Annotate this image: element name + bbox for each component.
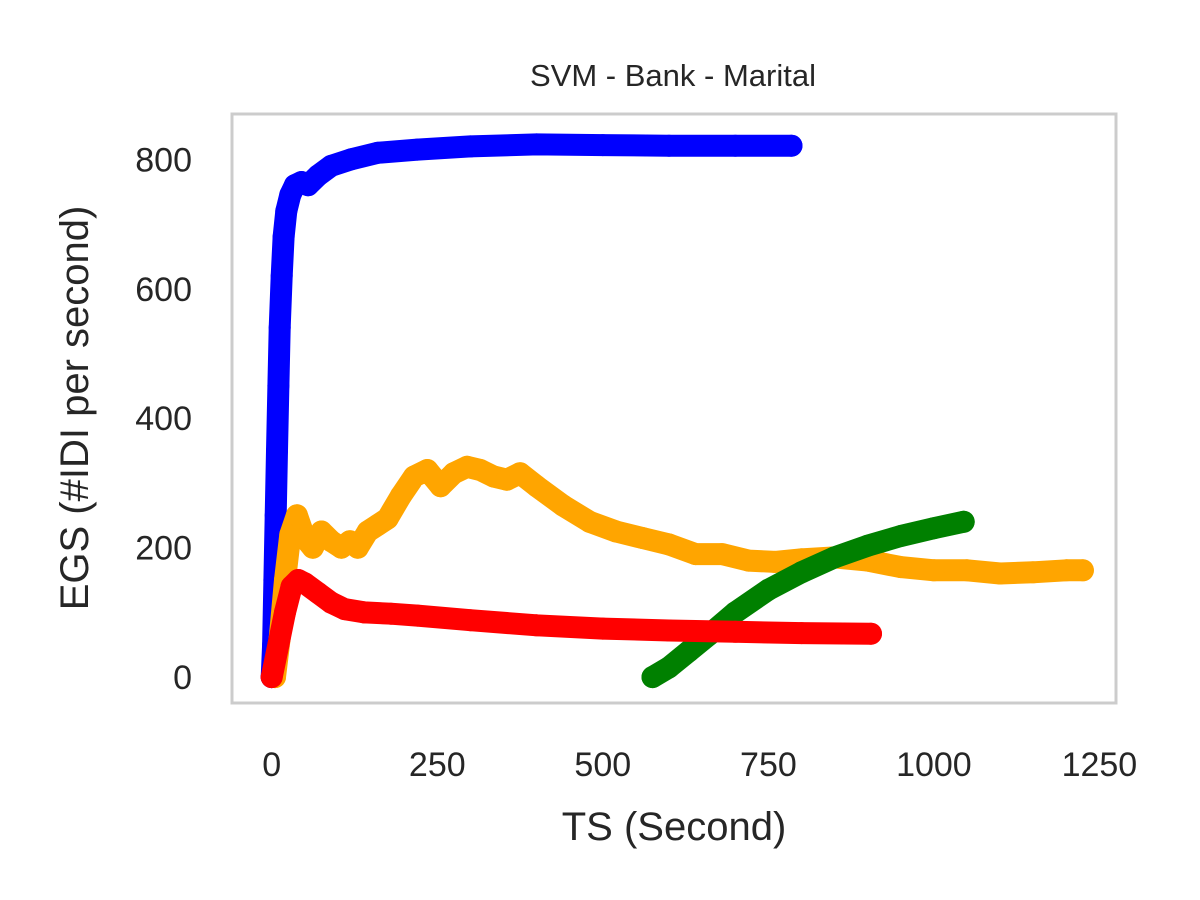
y-axis-label: EGS (#IDI per second)	[53, 206, 97, 611]
data-point	[641, 666, 664, 689]
data-point	[724, 134, 747, 157]
data-point	[989, 562, 1012, 585]
data-point	[631, 527, 654, 549]
data-point	[889, 525, 912, 547]
data-point	[658, 619, 680, 642]
plot-frame	[230, 112, 1118, 705]
x-axis-label: TS (Second)	[562, 805, 787, 849]
data-point	[856, 534, 879, 557]
data-point	[677, 640, 700, 663]
y-tick-label: 600	[135, 271, 192, 309]
data-point	[1071, 559, 1094, 582]
data-point	[525, 133, 548, 156]
data-point	[780, 134, 803, 157]
data-point	[270, 264, 293, 287]
data-point	[658, 134, 680, 157]
data-point	[333, 598, 356, 621]
data-point	[525, 614, 548, 637]
x-tick-label: 750	[740, 746, 797, 784]
data-point	[1022, 561, 1045, 584]
data-point	[346, 536, 369, 559]
data-point	[737, 549, 760, 572]
x-tick-label: 500	[574, 746, 631, 784]
series-2	[641, 510, 975, 689]
x-tick-label: 1000	[896, 746, 972, 784]
data-point	[366, 141, 389, 164]
data-point	[724, 601, 747, 624]
data-point	[684, 543, 707, 566]
x-tick-label: 0	[262, 746, 281, 784]
series-layer	[260, 133, 1094, 689]
chart-title: SVM - Bank - Marital	[530, 58, 816, 93]
data-point	[340, 148, 363, 171]
data-point	[268, 316, 291, 339]
data-point	[285, 504, 308, 527]
series-3	[260, 569, 882, 689]
data-point	[956, 559, 978, 582]
data-point	[509, 462, 531, 485]
data-point	[525, 475, 548, 498]
data-point	[860, 622, 882, 645]
data-point	[889, 556, 912, 579]
x-tick-label: 1250	[1062, 746, 1138, 784]
data-point	[320, 154, 343, 177]
data-point	[922, 559, 945, 582]
y-tick-label: 800	[135, 141, 192, 179]
data-point	[790, 622, 813, 645]
data-point	[274, 601, 296, 624]
data-point	[724, 620, 747, 643]
data-point	[658, 656, 680, 679]
data-point	[379, 602, 402, 625]
x-tick-labels: 0 250 500 750 1000 1250	[262, 746, 1137, 784]
data-point	[272, 226, 295, 248]
data-point	[952, 510, 975, 533]
data-point	[267, 374, 290, 397]
data-point	[459, 135, 482, 158]
data-point	[591, 134, 614, 157]
data-point	[790, 561, 813, 584]
data-point	[376, 507, 399, 530]
data-point	[301, 536, 324, 559]
data-point	[823, 546, 846, 569]
data-point	[922, 517, 945, 540]
data-point	[591, 617, 614, 640]
data-point	[757, 578, 780, 601]
data-point	[260, 666, 283, 689]
data-point	[267, 633, 290, 656]
y-tick-labels: 0 200 400 600 800	[135, 141, 192, 697]
data-point	[416, 459, 439, 481]
data-point	[605, 520, 628, 543]
data-point	[459, 609, 482, 632]
data-point	[406, 138, 429, 161]
data-point	[406, 604, 429, 627]
data-point	[764, 550, 786, 573]
data-point	[353, 601, 376, 624]
y-tick-label: 0	[173, 659, 192, 697]
data-point	[264, 504, 287, 527]
y-tick-label: 400	[135, 400, 192, 438]
series-line-0	[260, 133, 803, 689]
y-tick-label: 200	[135, 530, 192, 568]
x-tick-label: 250	[409, 746, 466, 784]
data-point	[658, 533, 680, 556]
data-point	[711, 543, 733, 566]
data-point	[389, 484, 412, 507]
data-point	[578, 510, 601, 533]
data-point	[552, 494, 575, 517]
data-point	[266, 439, 288, 462]
data-point	[1055, 559, 1078, 582]
